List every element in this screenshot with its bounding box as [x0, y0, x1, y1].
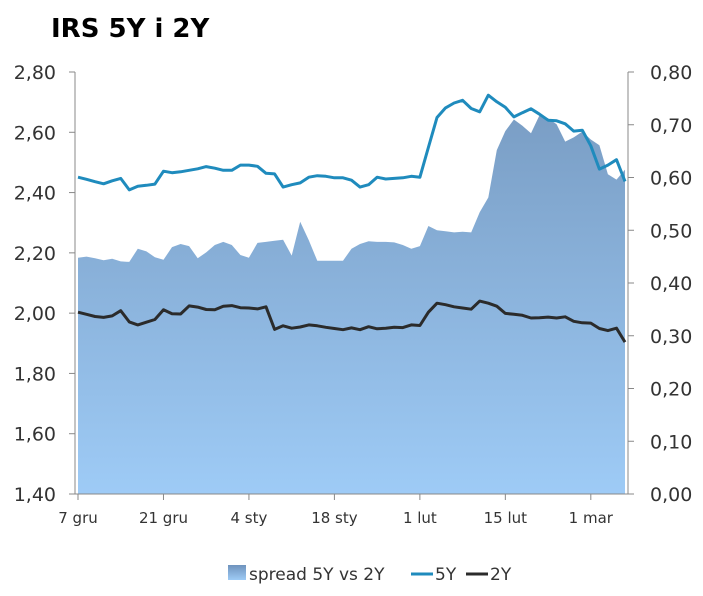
- series-line-5y: [77, 93, 627, 192]
- legend-label-5y: 5Y: [435, 565, 457, 585]
- right-tick-label: 0,80: [650, 62, 692, 84]
- right-tick-label: 0,10: [650, 431, 692, 453]
- left-tick-label: 2,40: [14, 183, 56, 205]
- series-line-2y: [77, 299, 627, 343]
- x-tick-label: 18 sty: [311, 509, 358, 527]
- left-tick-label: 1,80: [14, 363, 56, 385]
- left-tick-label: 1,60: [14, 424, 56, 446]
- left-tick-label: 2,00: [14, 303, 56, 325]
- x-tick-label: 1 mar: [569, 509, 614, 527]
- left-tick-label: 1,40: [14, 484, 56, 506]
- x-tick-label: 15 lut: [484, 509, 528, 527]
- left-tick-label: 2,80: [14, 62, 56, 84]
- chart-title: IRS 5Y i 2Y: [51, 14, 210, 44]
- right-tick-label: 0,50: [650, 220, 692, 242]
- right-tick-label: 0,30: [650, 326, 692, 348]
- line-layer: [77, 93, 627, 343]
- spread-area: [78, 115, 625, 495]
- legend: spread 5Y vs 2Y 5Y 2Y: [228, 565, 512, 585]
- right-tick-label: 0,70: [650, 115, 692, 137]
- right-tick-label: 0,00: [650, 484, 692, 506]
- spread-area-layer: [78, 115, 625, 495]
- legend-label-2y: 2Y: [490, 565, 512, 585]
- left-tick-label: 2,20: [14, 243, 56, 265]
- legend-swatch-spread: [228, 565, 246, 580]
- right-tick-label: 0,60: [650, 168, 692, 190]
- axis-layer: 1,40 1,60 1,80 2,00 2,20 2,40 2,60 2,80 0,00 0,10…: [14, 62, 693, 527]
- x-tick-label: 1 lut: [403, 509, 437, 527]
- x-tick-label: 21 gru: [139, 509, 188, 527]
- x-tick-label: 4 sty: [230, 509, 267, 527]
- right-tick-label: 0,40: [650, 273, 692, 295]
- x-tick-label: 7 gru: [58, 509, 98, 527]
- right-tick-label: 0,20: [650, 379, 692, 401]
- left-tick-label: 2,60: [14, 122, 56, 144]
- legend-label-spread: spread 5Y vs 2Y: [249, 565, 385, 585]
